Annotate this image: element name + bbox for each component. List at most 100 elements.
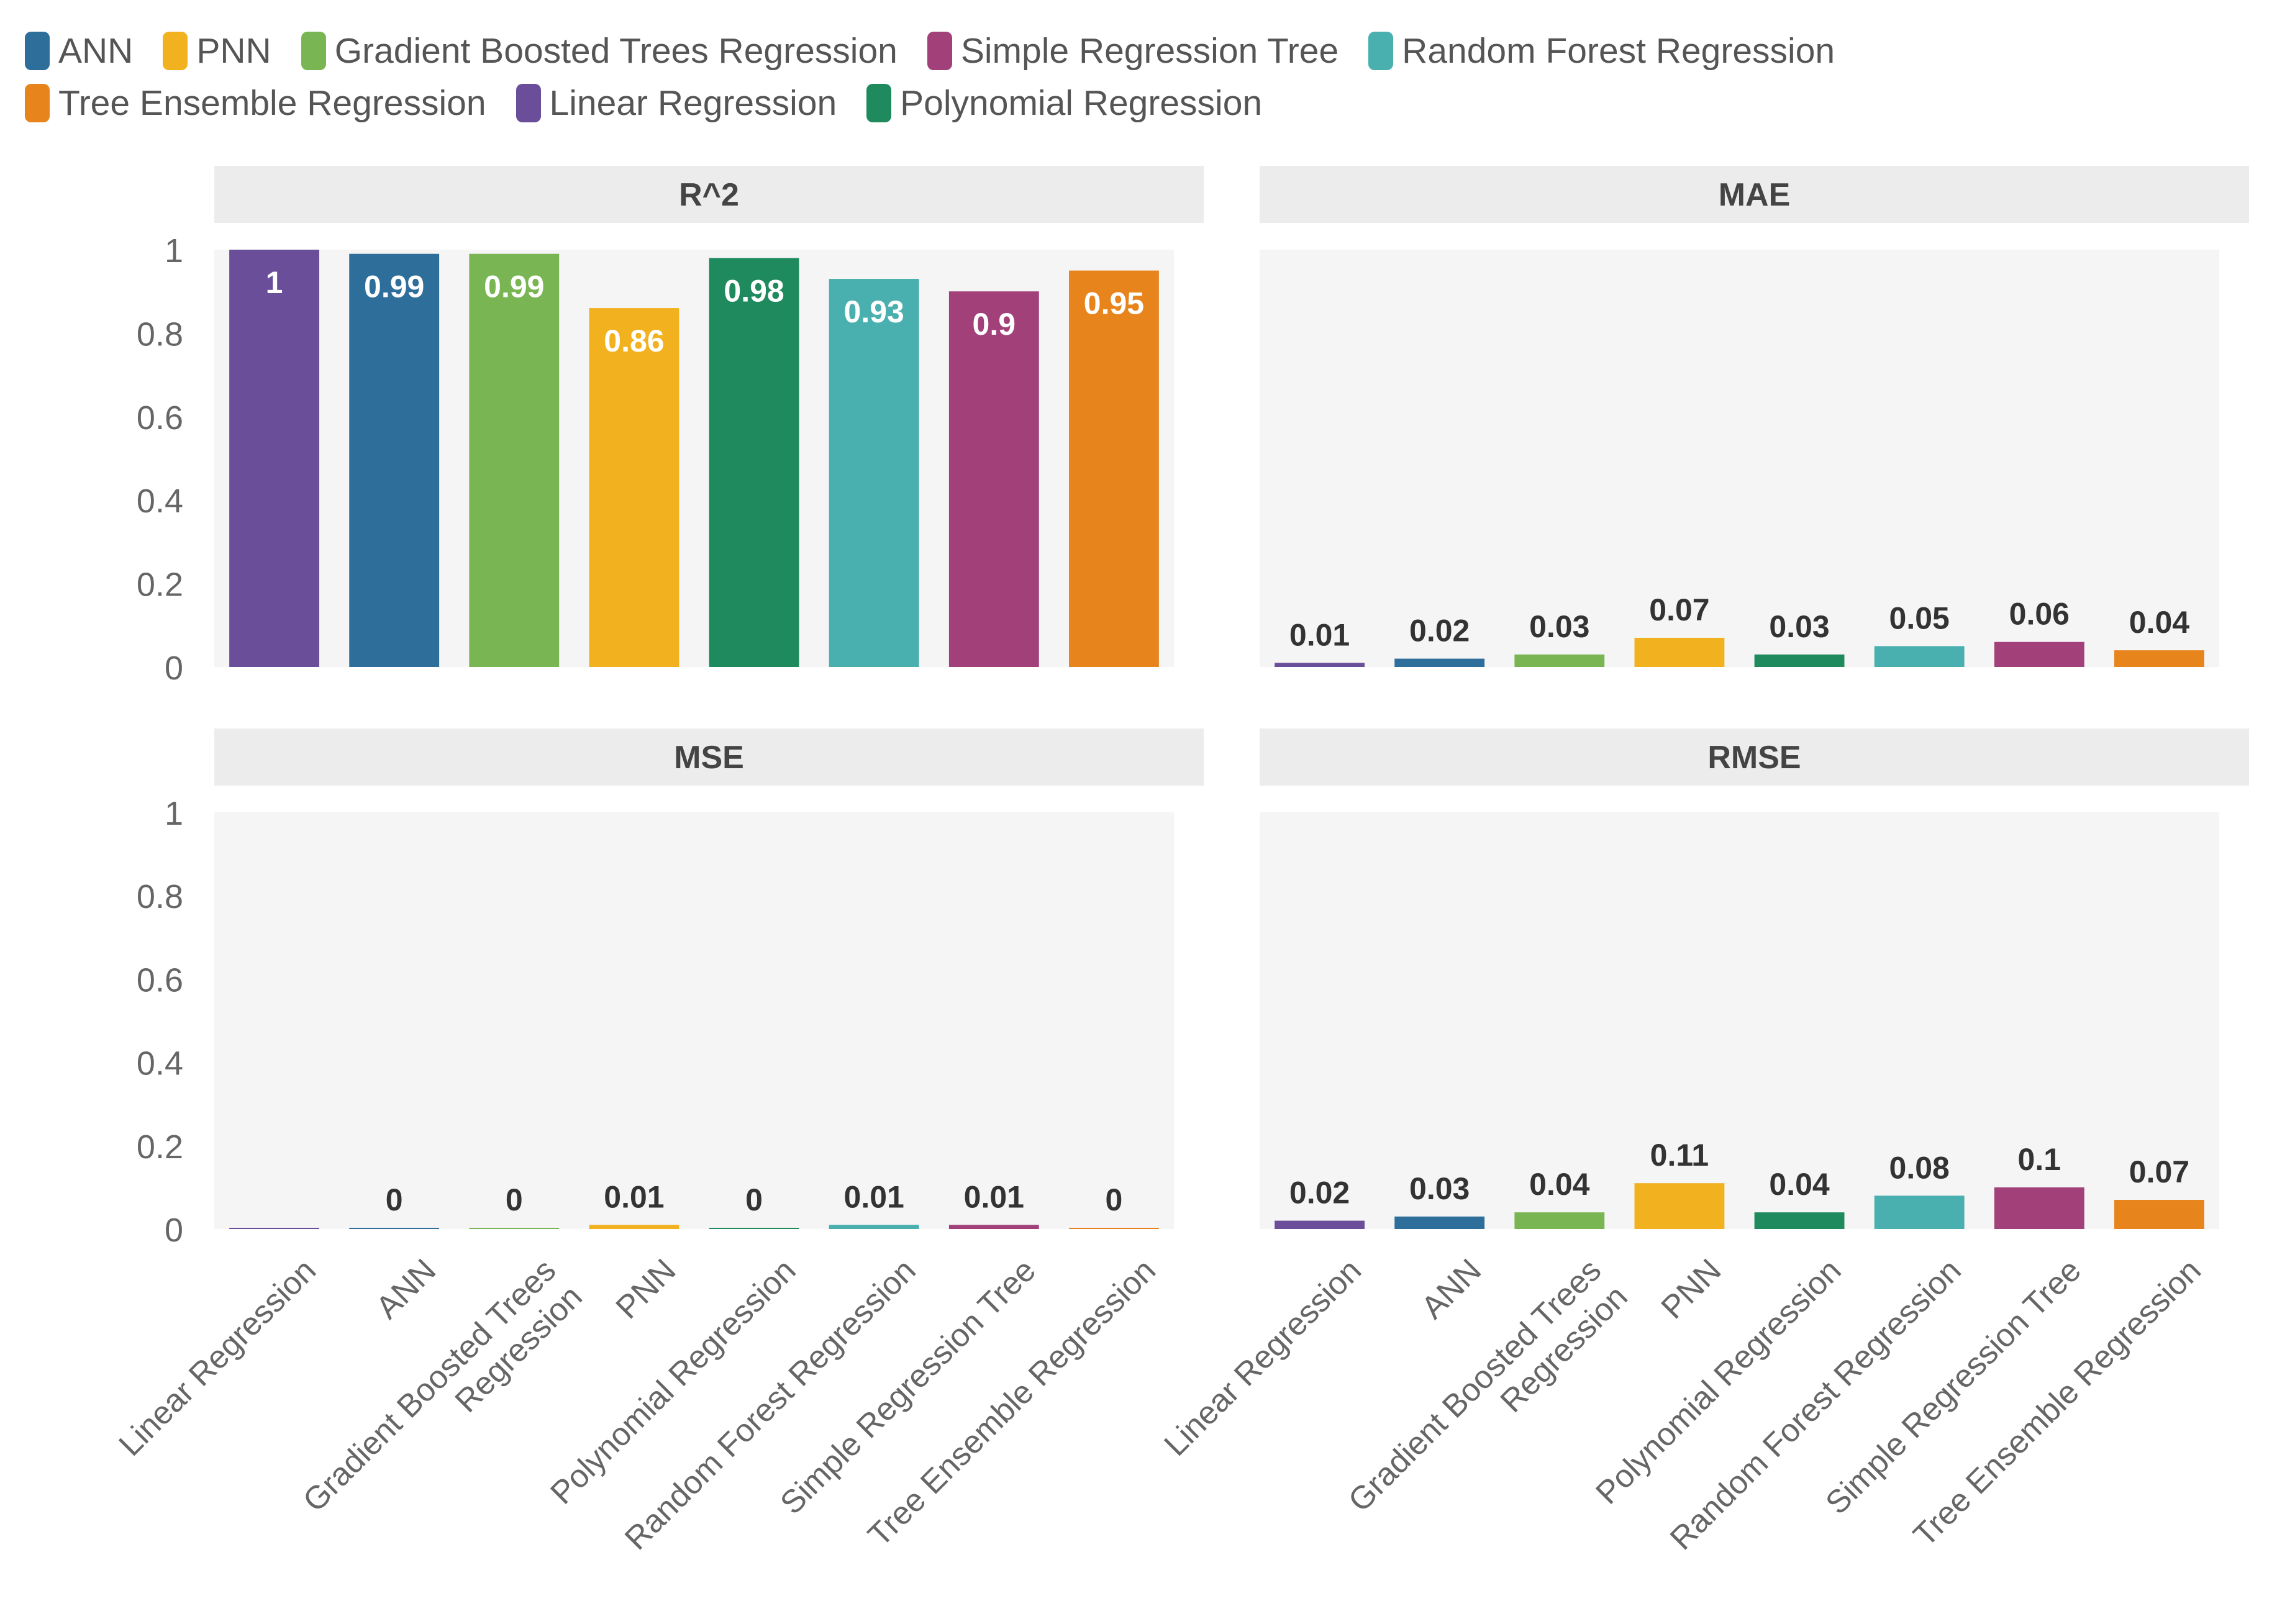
legend-swatch: [301, 32, 326, 70]
legend-label: ANN: [58, 31, 134, 71]
bar: [948, 291, 1039, 667]
legend-label: Gradient Boosted Trees Regression: [334, 31, 898, 71]
bar: [1994, 1187, 2084, 1229]
x-tick-label-line: PNN: [1655, 1252, 1729, 1326]
bar: [589, 1225, 679, 1229]
bar: [1514, 1212, 1605, 1229]
x-tick-label: PNN: [609, 1252, 683, 1326]
y-tick-label: 0: [165, 650, 183, 687]
bar: [589, 308, 679, 668]
data-label: 0.02: [1409, 614, 1470, 648]
data-label: 0.03: [1769, 609, 1829, 644]
bar: [349, 1228, 440, 1229]
data-label: 1: [266, 265, 283, 300]
bar: [229, 1228, 319, 1229]
bar: [229, 250, 319, 667]
legend-item[interactable]: PNN: [163, 25, 271, 77]
legend-label: Linear Regression: [549, 83, 837, 123]
legend-item[interactable]: Random Forest Regression: [1368, 25, 1835, 77]
legend-item[interactable]: Polynomial Regression: [866, 77, 1262, 129]
data-label: 0.86: [604, 324, 664, 358]
x-tick-label: Polynomial Regression: [543, 1252, 802, 1511]
panel-header: [1260, 728, 2249, 786]
bar: [1275, 663, 1365, 667]
data-label: 0.04: [1769, 1167, 1830, 1202]
bar: [2114, 1200, 2204, 1229]
bar: [1069, 1228, 1159, 1229]
plot-area: [214, 812, 1174, 1229]
panel-title: R^2: [679, 177, 739, 213]
x-tick-label: Gradient Boosted TreesRegression: [1342, 1252, 1635, 1545]
bar: [1754, 1212, 1845, 1229]
data-label: 0.01: [604, 1179, 664, 1214]
bar: [469, 1228, 560, 1229]
x-tick-label: ANN: [1415, 1252, 1489, 1326]
bar: [829, 1225, 919, 1229]
legend-label: Random Forest Regression: [1402, 31, 1835, 71]
data-label: 0.95: [1084, 286, 1144, 321]
data-label: 0.99: [484, 270, 544, 304]
data-label: 0.06: [2009, 597, 2070, 632]
data-label: 0: [506, 1182, 523, 1217]
x-tick-label-line: Linear Regression: [1158, 1252, 1368, 1463]
legend-label: PNN: [196, 31, 271, 71]
data-label: 0: [1106, 1182, 1123, 1217]
bar: [829, 279, 919, 667]
x-tick-label: Gradient Boosted TreesRegression: [296, 1252, 589, 1545]
x-tick-label-line: PNN: [609, 1252, 683, 1326]
y-tick-label: 0.2: [137, 1128, 183, 1166]
legend-item[interactable]: Linear Regression: [516, 77, 837, 129]
data-label: 0.98: [724, 273, 784, 308]
legend-swatch: [1368, 32, 1394, 70]
x-tick-label-line: Gradient Boosted Trees: [1342, 1252, 1608, 1518]
legend-label: Simple Regression Tree: [960, 31, 1339, 71]
data-label: 0.04: [1529, 1167, 1590, 1202]
data-label: 0.03: [1529, 609, 1589, 644]
legend-row: Tree Ensemble Regression Linear Regressio…: [25, 77, 2012, 129]
y-tick-label: 0.2: [137, 566, 183, 604]
data-label: 0.07: [2129, 1154, 2189, 1189]
y-tick-label: 0.6: [137, 399, 183, 437]
bar: [1514, 654, 1605, 667]
bar: [2114, 650, 2204, 667]
chart-panel-mae: MAE 0.01 0.02 0.03 0.07 0.03 0.05 0.06 0.04: [1260, 166, 2249, 667]
x-tick-label: Linear Regression: [1158, 1252, 1368, 1463]
legend-swatch: [25, 84, 50, 122]
legend: ANN PNN Gradient Boosted Trees Regression S…: [25, 25, 2012, 129]
data-label: 0.05: [1889, 601, 1950, 635]
data-label: 0.02: [1289, 1176, 1350, 1210]
data-label: 0.01: [844, 1179, 904, 1214]
legend-swatch: [927, 32, 952, 70]
legend-label: Tree Ensemble Regression: [58, 83, 486, 123]
y-tick-label: 0.8: [137, 315, 183, 353]
legend-item[interactable]: Gradient Boosted Trees Regression: [301, 25, 898, 77]
data-label: 0.08: [1889, 1150, 1950, 1185]
x-tick-label: Polynomial Regression: [1589, 1252, 1848, 1511]
bar: [709, 1228, 799, 1229]
x-tick-label-line: Gradient Boosted Trees: [296, 1252, 563, 1518]
legend-item[interactable]: ANN: [25, 25, 133, 77]
legend-item[interactable]: Simple Regression Tree: [927, 25, 1338, 77]
legend-swatch: [163, 32, 188, 70]
data-label: 0.93: [844, 294, 904, 329]
data-label: 0.04: [2129, 605, 2190, 640]
y-tick-label: 0.4: [137, 483, 183, 520]
chart-panel-rmse: RMSE 0.02 Linear Regression 0.03 ANN 0.04 Grad…: [1158, 728, 2249, 1557]
panel-title: RMSE: [1707, 740, 1801, 776]
bar: [1275, 1220, 1365, 1229]
data-label: 0.99: [364, 270, 424, 304]
data-label: 0: [386, 1182, 403, 1217]
panel-header: [214, 166, 1204, 223]
data-label: 0.1: [2018, 1142, 2061, 1177]
legend-item[interactable]: Tree Ensemble Regression: [25, 77, 486, 129]
x-tick-label-line: ANN: [1415, 1252, 1489, 1326]
bar: [1069, 270, 1159, 668]
plot-area: [1260, 250, 2219, 667]
x-tick-label: Linear Regression: [112, 1252, 323, 1463]
bar: [709, 258, 799, 667]
x-tick-label-line: ANN: [370, 1252, 443, 1326]
bar: [349, 253, 440, 668]
panel-header: [1260, 166, 2249, 223]
